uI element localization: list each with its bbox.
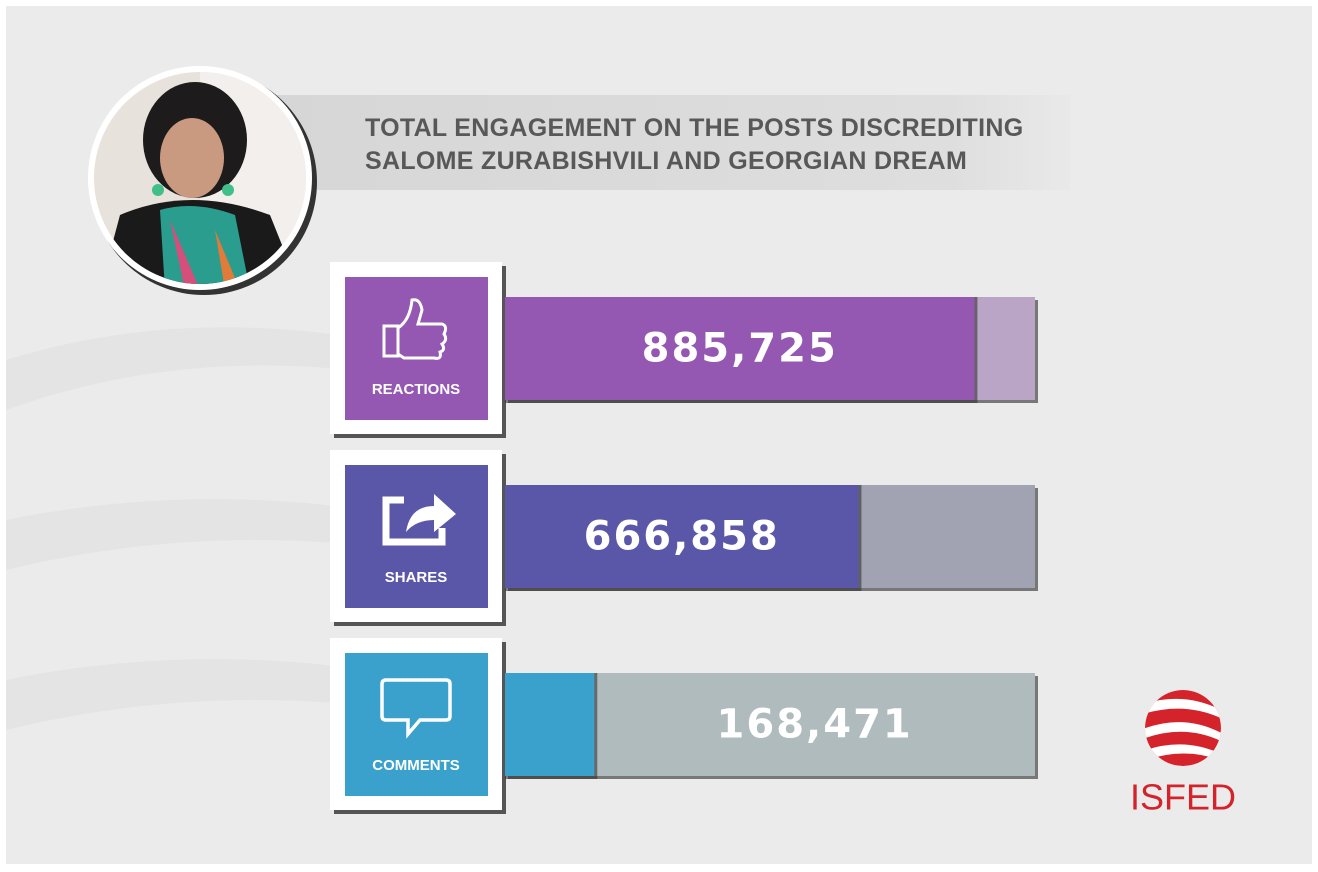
value-label: 666,858 bbox=[584, 514, 780, 560]
bar bbox=[505, 297, 975, 400]
chart-title: TOTAL ENGAGEMENT ON THE POSTS DISCREDITI… bbox=[365, 114, 1024, 175]
value-label: 885,725 bbox=[642, 326, 838, 372]
category-label: SHARES bbox=[385, 569, 448, 586]
category-label: COMMENTS bbox=[372, 757, 460, 774]
icon bbox=[406, 494, 456, 532]
logo-text: ISFED bbox=[1130, 777, 1236, 818]
photo bbox=[94, 72, 306, 284]
decor bbox=[6, 327, 420, 410]
category-label: REACTIONS bbox=[372, 381, 460, 398]
value-label: 168,471 bbox=[717, 702, 913, 748]
icon bbox=[380, 678, 452, 739]
category-icon bbox=[382, 298, 448, 360]
bar bbox=[505, 485, 859, 588]
category-icon bbox=[382, 494, 456, 546]
category-icon bbox=[380, 678, 452, 739]
title-band bbox=[260, 95, 1070, 190]
logo-globe bbox=[1145, 690, 1221, 766]
icon bbox=[382, 496, 446, 546]
icon bbox=[382, 298, 448, 360]
category-box bbox=[345, 465, 488, 608]
category-box bbox=[345, 277, 488, 420]
bar bbox=[505, 673, 595, 776]
